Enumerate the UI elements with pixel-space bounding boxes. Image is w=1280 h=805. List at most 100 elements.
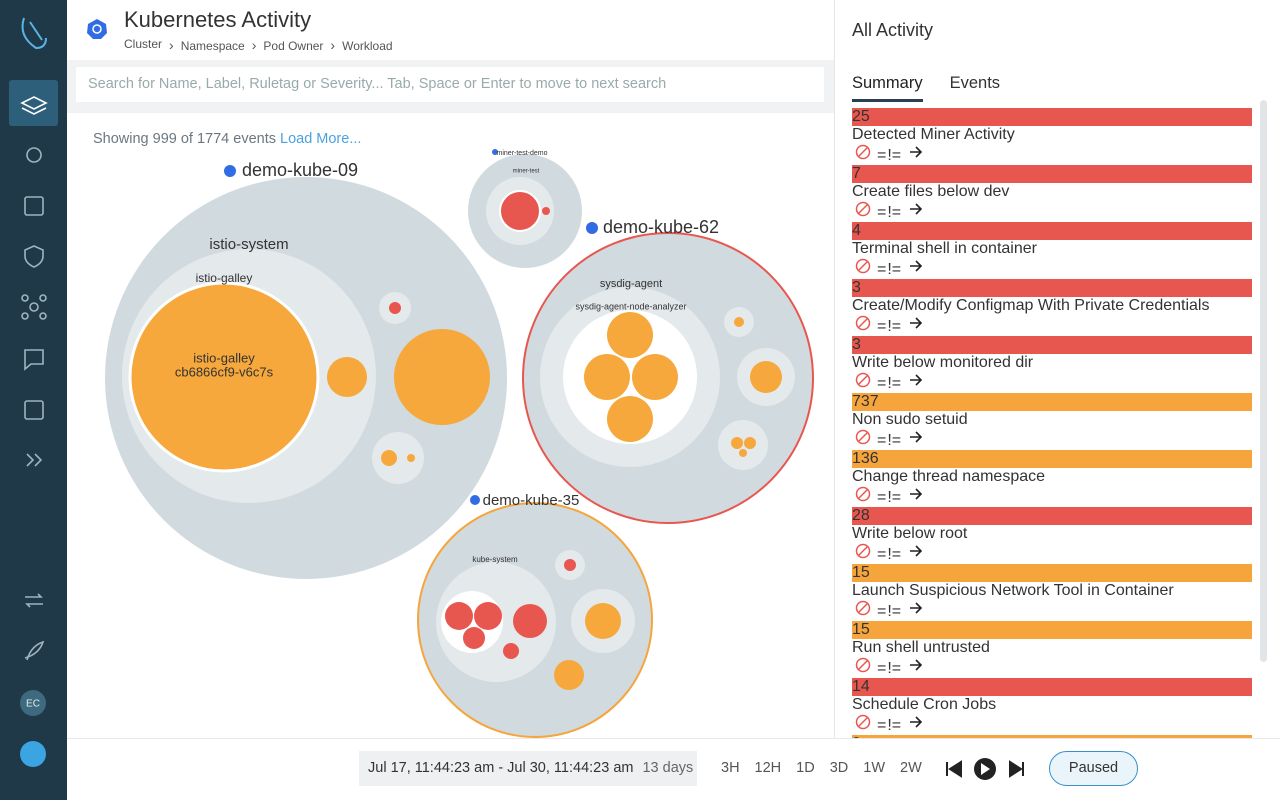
nav-icon[interactable] (24, 400, 44, 420)
preset[interactable]: 1W (863, 760, 885, 776)
activity-row[interactable]: 3 Create/Modify Configmap With Private Cr… (852, 279, 1252, 336)
exclude-icon[interactable] (855, 600, 871, 616)
open-arrow[interactable] (908, 258, 924, 274)
row-actions: =!= (852, 543, 1252, 564)
activity-row[interactable]: 3 Write below monitored dir =!= (852, 336, 1252, 393)
exclude-icon[interactable] (855, 657, 871, 673)
filter-action[interactable]: != (887, 546, 902, 563)
filter-action[interactable]: = (877, 375, 887, 392)
preset[interactable]: 3H (721, 760, 740, 776)
open-arrow[interactable] (908, 600, 924, 616)
nav-icon[interactable] (25, 593, 43, 608)
load-more-link[interactable]: Load More... (280, 131, 362, 147)
open-arrow[interactable] (908, 657, 924, 673)
bubble-label: miner-test-demo (497, 150, 548, 157)
exclude-icon[interactable] (855, 372, 871, 388)
scrollbar[interactable] (1260, 100, 1267, 662)
filter-action[interactable]: != (887, 717, 902, 734)
exclude-icon[interactable] (855, 429, 871, 445)
filter-action[interactable]: = (877, 489, 887, 506)
activity-row[interactable]: 14 Schedule Cron Jobs =!= (852, 678, 1252, 735)
search-input[interactable]: Search for Name, Label, Ruletag or Sever… (76, 67, 824, 102)
exclude-icon[interactable] (855, 714, 871, 730)
nav-icon[interactable] (24, 640, 45, 661)
exclude-icon[interactable] (855, 201, 871, 217)
activity-row[interactable]: 15 Run shell untrusted =!= (852, 621, 1252, 678)
filter-action[interactable]: != (887, 204, 902, 221)
filter-action[interactable]: != (887, 489, 902, 506)
nav-icon[interactable] (24, 196, 44, 216)
cluster-bubble[interactable] (417, 502, 653, 738)
breadcrumb-item[interactable]: Namespace (162, 37, 245, 53)
breadcrumb-item[interactable]: Workload (323, 37, 392, 53)
tab[interactable]: Summary (852, 74, 923, 102)
exclude-icon[interactable] (855, 486, 871, 502)
filter-action[interactable]: != (887, 603, 902, 620)
cluster-bubble[interactable] (468, 154, 582, 268)
time-presets: 3H 12H 1D 3D 1W 2W (721, 760, 922, 776)
filter-action[interactable]: = (877, 603, 887, 620)
status-text: Showing 999 of 1774 events (93, 131, 276, 147)
row-actions: =!= (852, 258, 1252, 279)
filter-action[interactable]: != (887, 147, 902, 164)
avatar[interactable] (20, 690, 46, 716)
cluster-bubble[interactable] (105, 177, 507, 579)
filter-action[interactable]: != (887, 432, 902, 449)
filter-action[interactable]: = (877, 261, 887, 278)
filter-action[interactable]: = (877, 204, 887, 221)
breadcrumb-item[interactable]: Pod Owner (245, 37, 323, 53)
bubble-label: demo-kube-35 (483, 492, 580, 509)
row-actions: =!= (852, 600, 1252, 621)
filter-action[interactable]: = (877, 318, 887, 335)
skip-back[interactable] (946, 760, 962, 778)
cluster-bubble[interactable] (522, 232, 814, 524)
tab[interactable]: Events (949, 74, 1001, 92)
activity-name: Write below root (852, 525, 968, 542)
preset[interactable]: 1D (796, 760, 815, 776)
open-arrow[interactable] (908, 372, 924, 388)
open-arrow[interactable] (908, 543, 924, 559)
activity-row[interactable]: 15 Launch Suspicious Network Tool in Cont… (852, 564, 1252, 621)
activity-row[interactable]: 737 Non sudo setuid =!= (852, 393, 1252, 450)
preset[interactable]: 3D (829, 760, 849, 776)
filter-action[interactable]: != (887, 318, 902, 335)
activity-row[interactable]: 4 Terminal shell in container =!= (852, 222, 1252, 279)
open-arrow[interactable] (908, 486, 924, 502)
filter-action[interactable]: = (877, 432, 887, 449)
time-range[interactable]: Jul 17, 11:44:23 am - Jul 30, 11:44:23 a… (359, 751, 697, 786)
activity-row[interactable]: 25 Detected Miner Activity =!= (852, 108, 1252, 165)
activity-row[interactable]: 28 Write below root =!= (852, 507, 1252, 564)
filter-action[interactable]: = (877, 147, 887, 164)
open-arrow[interactable] (908, 201, 924, 217)
open-arrow[interactable] (908, 429, 924, 445)
open-arrow[interactable] (908, 144, 924, 160)
open-arrow[interactable] (908, 315, 924, 331)
bubble-label: sysdig-agent-node-analyzer (575, 301, 686, 311)
exclude-icon[interactable] (855, 258, 871, 274)
nav-icon[interactable] (26, 453, 43, 467)
nav-icon[interactable] (24, 349, 44, 371)
nav-icon[interactable] (24, 245, 44, 268)
chat-button[interactable] (20, 741, 46, 767)
filter-action[interactable]: != (887, 660, 902, 677)
preset[interactable]: 2W (900, 760, 922, 776)
skip-forward[interactable] (1009, 760, 1024, 778)
activity-name: Create/Modify Configmap With Private Cre… (852, 297, 1210, 314)
exclude-icon[interactable] (855, 543, 871, 559)
open-arrow[interactable] (908, 714, 924, 730)
activity-row[interactable]: 7 Create files below dev =!= (852, 165, 1252, 222)
breadcrumb-item[interactable]: Cluster (124, 37, 163, 51)
nav-active[interactable] (9, 80, 58, 126)
nav-icon[interactable] (26, 147, 42, 163)
filter-action[interactable]: = (877, 717, 887, 734)
count-badge: 25 (852, 108, 1252, 126)
preset[interactable]: 12H (754, 760, 782, 776)
filter-action[interactable]: != (887, 261, 902, 278)
filter-action[interactable]: != (887, 375, 902, 392)
paused-button[interactable]: Paused (1049, 751, 1138, 786)
exclude-icon[interactable] (855, 315, 871, 331)
filter-action[interactable]: = (877, 546, 887, 563)
filter-action[interactable]: = (877, 660, 887, 677)
exclude-icon[interactable] (855, 144, 871, 160)
activity-row[interactable]: 136 Change thread namespace =!= (852, 450, 1252, 507)
